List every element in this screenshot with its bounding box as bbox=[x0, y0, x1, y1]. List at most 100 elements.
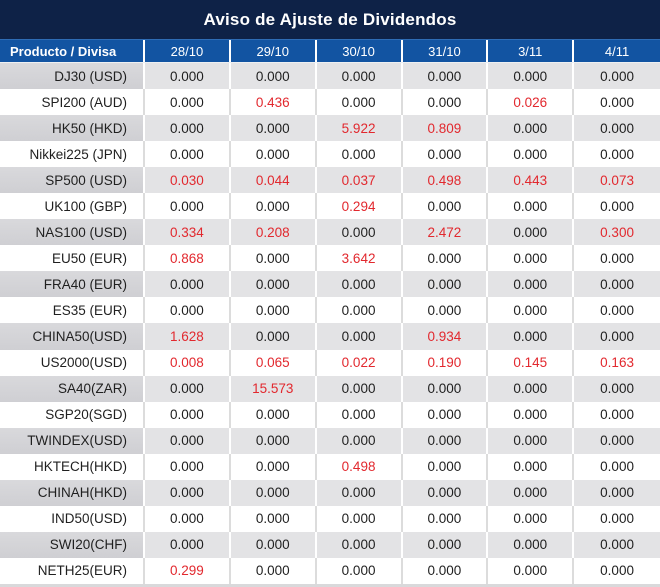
value-cell: 0.000 bbox=[402, 89, 489, 116]
value-cell: 0.000 bbox=[145, 63, 231, 90]
value-cell: 0.000 bbox=[574, 557, 660, 584]
value-cell: 0.208 bbox=[230, 219, 317, 246]
product-cell: FRA40 (EUR) bbox=[0, 271, 145, 298]
value-cell: 0.000 bbox=[316, 63, 403, 90]
product-cell: NAS100 (USD) bbox=[0, 219, 145, 246]
value-cell: 0.000 bbox=[574, 245, 660, 272]
value-cell: 0.000 bbox=[402, 63, 489, 90]
value-cell: 0.000 bbox=[230, 271, 317, 298]
table-row: CHINA50(USD) 1.628 0.000 0.000 0.934 0.000 0.0… bbox=[0, 323, 660, 350]
value-cell: 0.037 bbox=[316, 167, 403, 194]
table-row: Nikkei225 (JPN) 0.000 0.000 0.000 0.000 0.000… bbox=[0, 141, 660, 168]
product-cell: HKTECH(HKD) bbox=[0, 453, 145, 480]
value-cell: 0.934 bbox=[402, 323, 489, 350]
table-row: US2000(USD) 0.008 0.065 0.022 0.190 0.145 0.16… bbox=[0, 349, 660, 376]
table-row: SA40(ZAR) 0.000 15.573 0.000 0.000 0.000 0.000 bbox=[0, 375, 660, 402]
value-cell: 0.000 bbox=[316, 219, 403, 246]
value-cell: 0.300 bbox=[574, 219, 660, 246]
column-header-date: 28/10 bbox=[145, 40, 231, 62]
value-cell: 0.000 bbox=[145, 427, 231, 454]
value-cell: 0.000 bbox=[574, 375, 660, 402]
value-cell: 0.000 bbox=[488, 245, 575, 272]
value-cell: 0.000 bbox=[145, 141, 231, 168]
value-cell: 0.000 bbox=[145, 401, 231, 428]
value-cell: 0.190 bbox=[402, 349, 489, 376]
product-cell: ES35 (EUR) bbox=[0, 297, 145, 324]
product-cell: CHINAH(HKD) bbox=[0, 479, 145, 506]
table-row: SP500 (USD) 0.030 0.044 0.037 0.498 0.443 0.07… bbox=[0, 167, 660, 194]
value-cell: 0.809 bbox=[402, 115, 489, 142]
value-cell: 0.334 bbox=[145, 219, 231, 246]
value-cell: 0.000 bbox=[488, 557, 575, 584]
product-cell: SPI200 (AUD) bbox=[0, 89, 145, 116]
column-header-date: 3/11 bbox=[488, 40, 575, 62]
value-cell: 0.065 bbox=[230, 349, 317, 376]
value-cell: 0.000 bbox=[230, 401, 317, 428]
table-row: EU50 (EUR) 0.868 0.000 3.642 0.000 0.000 0.000 bbox=[0, 245, 660, 272]
product-cell: SP500 (USD) bbox=[0, 167, 145, 194]
value-cell: 0.000 bbox=[574, 453, 660, 480]
value-cell: 0.000 bbox=[488, 479, 575, 506]
table-row: TWINDEX(USD) 0.000 0.000 0.000 0.000 0.000 0.0… bbox=[0, 427, 660, 454]
value-cell: 0.000 bbox=[145, 115, 231, 142]
value-cell: 0.000 bbox=[145, 89, 231, 116]
value-cell: 1.628 bbox=[145, 323, 231, 350]
table-row: HK50 (HKD) 0.000 0.000 5.922 0.809 0.000 0.000 bbox=[0, 115, 660, 142]
product-cell: EU50 (EUR) bbox=[0, 245, 145, 272]
value-cell: 0.000 bbox=[230, 63, 317, 90]
bottom-border bbox=[0, 584, 660, 587]
value-cell: 0.000 bbox=[402, 531, 489, 558]
value-cell: 0.000 bbox=[488, 375, 575, 402]
value-cell: 0.000 bbox=[316, 375, 403, 402]
value-cell: 0.000 bbox=[574, 297, 660, 324]
value-cell: 0.000 bbox=[402, 401, 489, 428]
value-cell: 0.000 bbox=[488, 401, 575, 428]
value-cell: 0.000 bbox=[316, 557, 403, 584]
product-cell: NETH25(EUR) bbox=[0, 557, 145, 584]
table-row: FRA40 (EUR) 0.000 0.000 0.000 0.000 0.000 0.00… bbox=[0, 271, 660, 298]
value-cell: 0.000 bbox=[230, 427, 317, 454]
table-row: SGP20(SGD) 0.000 0.000 0.000 0.000 0.000 0.000 bbox=[0, 401, 660, 428]
column-header-date: 4/11 bbox=[604, 43, 630, 59]
value-cell: 0.000 bbox=[402, 505, 489, 532]
column-header-date: 29/10 bbox=[231, 40, 317, 62]
value-cell: 0.000 bbox=[316, 427, 403, 454]
value-cell: 0.000 bbox=[574, 479, 660, 506]
value-cell: 0.000 bbox=[316, 479, 403, 506]
value-cell: 0.000 bbox=[488, 453, 575, 480]
table-row: DJ30 (USD) 0.000 0.000 0.000 0.000 0.000 0.000 bbox=[0, 63, 660, 90]
value-cell: 0.000 bbox=[574, 141, 660, 168]
value-cell: 0.022 bbox=[316, 349, 403, 376]
value-cell: 0.000 bbox=[402, 375, 489, 402]
value-cell: 0.498 bbox=[316, 453, 403, 480]
value-cell: 0.000 bbox=[574, 427, 660, 454]
value-cell: 15.573 bbox=[230, 375, 317, 402]
value-cell: 0.000 bbox=[316, 141, 403, 168]
value-cell: 3.642 bbox=[316, 245, 403, 272]
value-cell: 0.000 bbox=[230, 531, 317, 558]
value-cell: 0.030 bbox=[145, 167, 231, 194]
value-cell: 0.443 bbox=[488, 167, 575, 194]
product-cell: DJ30 (USD) bbox=[0, 63, 145, 90]
product-cell: SWI20(CHF) bbox=[0, 531, 145, 558]
value-cell: 0.000 bbox=[230, 141, 317, 168]
value-cell: 0.000 bbox=[230, 193, 317, 220]
column-header-date: 30/10 bbox=[317, 40, 403, 62]
table-row: SPI200 (AUD) 0.000 0.436 0.000 0.000 0.026 0.0… bbox=[0, 89, 660, 116]
value-cell: 0.000 bbox=[316, 531, 403, 558]
table-row: CHINAH(HKD) 0.000 0.000 0.000 0.000 0.000 0.00… bbox=[0, 479, 660, 506]
value-cell: 0.000 bbox=[488, 271, 575, 298]
value-cell: 0.000 bbox=[488, 505, 575, 532]
value-cell: 0.000 bbox=[316, 505, 403, 532]
value-cell: 0.000 bbox=[488, 63, 575, 90]
column-header-date: 31/10 bbox=[403, 40, 489, 62]
column-header-product: Producto / Divisa bbox=[0, 40, 145, 62]
table-row: UK100 (GBP) 0.000 0.000 0.294 0.000 0.000 0.00… bbox=[0, 193, 660, 220]
table-row: HKTECH(HKD) 0.000 0.000 0.498 0.000 0.000 0.00… bbox=[0, 453, 660, 480]
value-cell: 2.472 bbox=[402, 219, 489, 246]
product-cell: Nikkei225 (JPN) bbox=[0, 141, 145, 168]
value-cell: 0.000 bbox=[230, 505, 317, 532]
value-cell: 0.000 bbox=[230, 453, 317, 480]
value-cell: 0.000 bbox=[230, 323, 317, 350]
